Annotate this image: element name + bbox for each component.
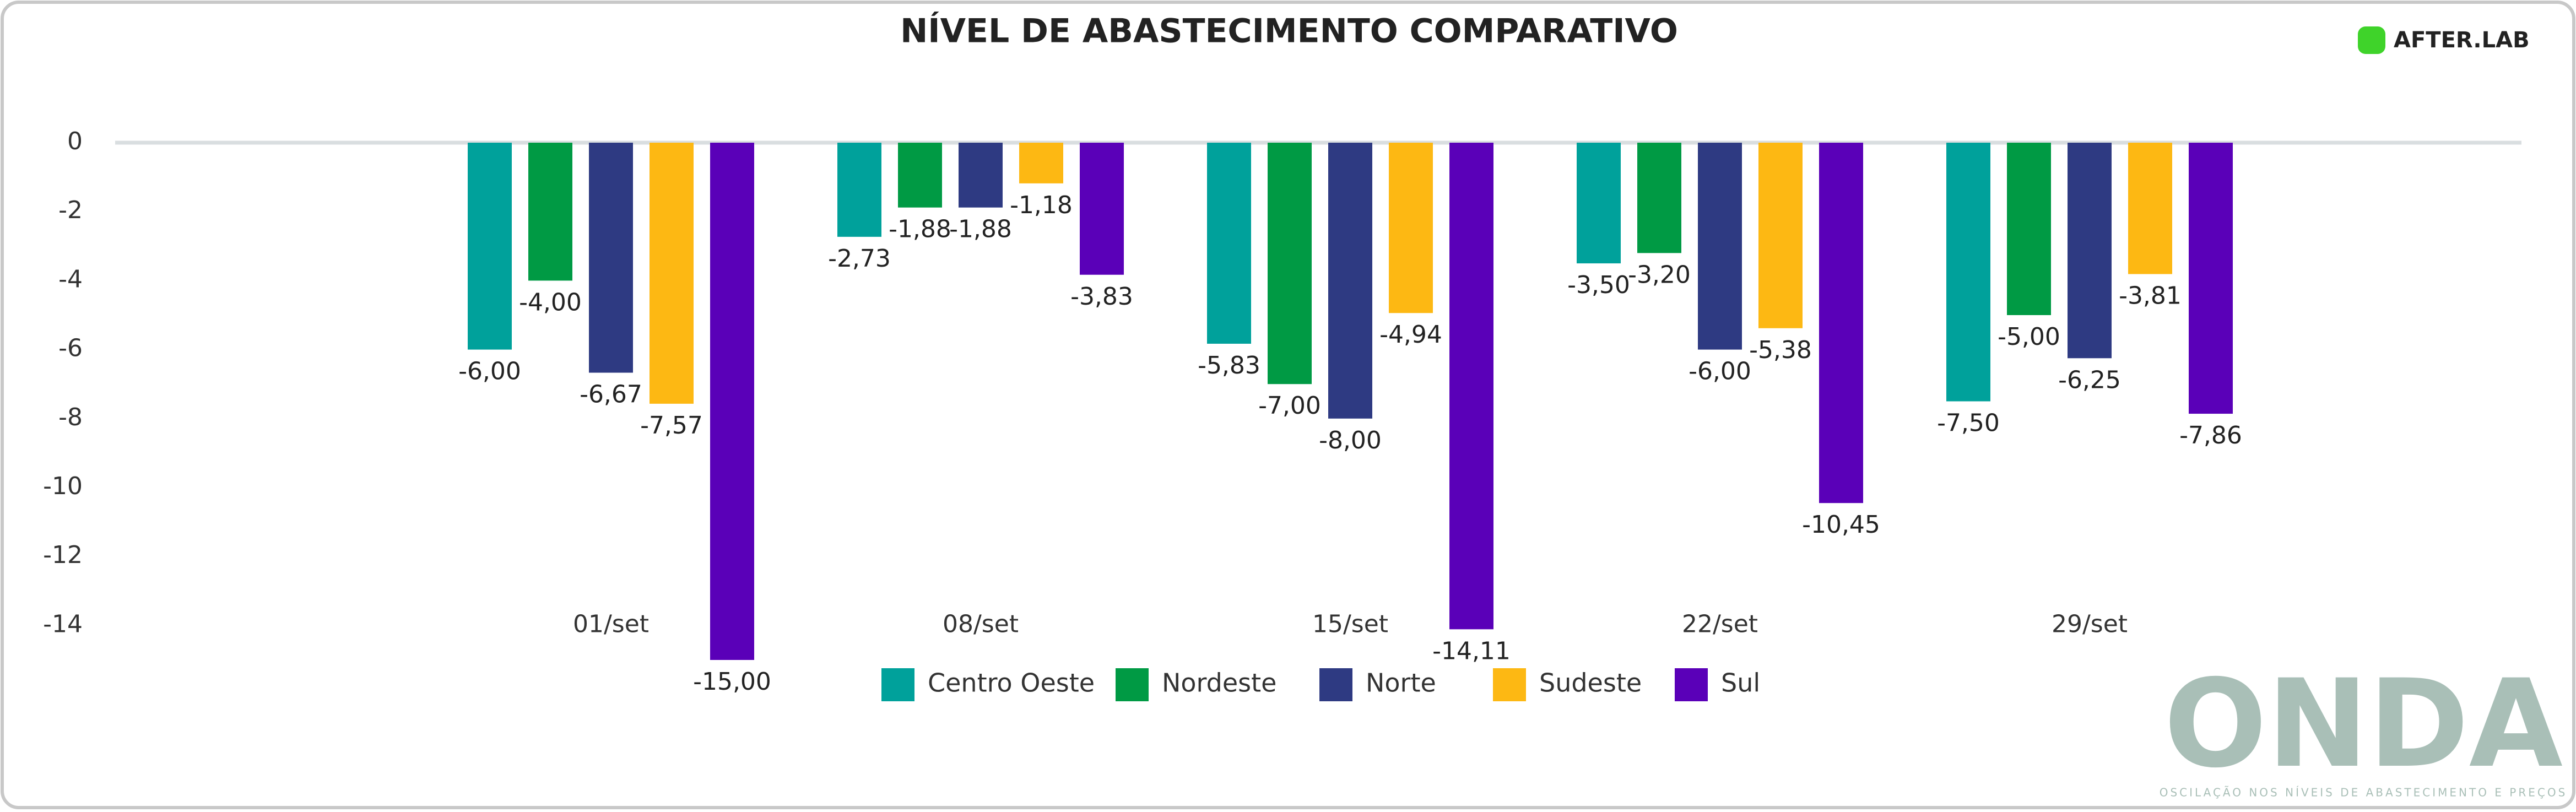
bar (1946, 143, 1990, 402)
x-tick-label: 15/set (1312, 610, 1388, 638)
bar (650, 143, 694, 404)
value-label: -6,00 (1689, 358, 1751, 386)
legend-label: Centro Oeste (928, 668, 1095, 698)
value-label: -1,18 (1010, 191, 1073, 219)
y-tick-label: 0 (67, 127, 83, 155)
chart-title: NÍVEL DE ABASTECIMENTO COMPARATIVO (900, 11, 1678, 51)
bar (1698, 143, 1742, 350)
value-label: -6,00 (458, 358, 521, 386)
value-label: -7,57 (640, 412, 703, 440)
value-label: -4,00 (519, 288, 582, 316)
value-label: -15,00 (693, 668, 771, 696)
bar (1389, 143, 1433, 313)
x-tick-label: 01/set (573, 610, 649, 638)
watermark-subtitle: OSCILAÇÃO NOS NÍVEIS DE ABASTECIMENTO E … (2160, 786, 2568, 799)
y-tick-label: -12 (43, 541, 83, 569)
legend-swatch (1116, 668, 1149, 701)
x-tick-label: 22/set (1682, 610, 1758, 638)
bar (528, 143, 572, 281)
legend-label: Sudeste (1539, 668, 1642, 698)
bar (468, 143, 512, 350)
legend-swatch (881, 668, 914, 701)
legend-swatch (1319, 668, 1352, 701)
legend-swatch (1493, 668, 1526, 701)
y-tick-label: -14 (43, 610, 83, 638)
value-label: -1,88 (949, 215, 1012, 243)
value-label: -5,00 (1998, 323, 2060, 351)
bar (959, 143, 1003, 208)
legend-label: Nordeste (1162, 668, 1276, 698)
value-label: -4,94 (1379, 321, 1442, 349)
bar (1449, 143, 1493, 630)
legend-label: Norte (1366, 668, 1436, 698)
bar (1577, 143, 1621, 264)
value-label: -6,67 (580, 381, 642, 409)
bar (2128, 143, 2172, 274)
logo-icon (2358, 26, 2385, 54)
bar (1019, 143, 1063, 183)
y-tick-label: -4 (58, 265, 83, 293)
value-label: -7,50 (1937, 409, 2000, 437)
bar (710, 143, 754, 660)
value-label: -3,83 (1070, 283, 1133, 311)
y-tick-label: -6 (58, 334, 83, 362)
value-label: -6,25 (2058, 366, 2121, 394)
bar (2068, 143, 2112, 359)
value-label: -5,38 (1749, 336, 1812, 364)
value-label: -3,81 (2119, 282, 2182, 310)
bar (1758, 143, 1803, 328)
bar (1268, 143, 1312, 385)
bar (1080, 143, 1124, 275)
legend-swatch (1675, 668, 1708, 701)
legend-label: Sul (1721, 668, 1760, 698)
bar (589, 143, 633, 373)
y-tick-label: -10 (43, 472, 83, 500)
value-label: -3,20 (1628, 261, 1691, 289)
bar (837, 143, 881, 237)
value-label: -1,88 (889, 215, 951, 243)
bar (2189, 143, 2233, 414)
bar (1328, 143, 1372, 419)
value-label: -7,86 (2179, 421, 2242, 450)
x-tick-label: 29/set (2052, 610, 2128, 638)
bar (1637, 143, 1681, 253)
bar (1819, 143, 1863, 504)
logo: AFTER.LAB (2394, 28, 2530, 53)
y-tick-label: -8 (58, 403, 83, 431)
value-label: -14,11 (1432, 637, 1511, 665)
x-tick-label: 08/set (943, 610, 1019, 638)
value-label: -5,83 (1198, 351, 1260, 380)
bar (2007, 143, 2051, 315)
watermark: ONDA (2164, 653, 2563, 794)
bar (898, 143, 942, 208)
value-label: -10,45 (1802, 511, 1880, 539)
y-tick-label: -2 (58, 196, 83, 224)
value-label: -3,50 (1567, 271, 1630, 299)
value-label: -7,00 (1258, 392, 1321, 420)
value-label: -2,73 (828, 245, 891, 273)
value-label: -8,00 (1319, 426, 1382, 454)
bar (1207, 143, 1251, 344)
